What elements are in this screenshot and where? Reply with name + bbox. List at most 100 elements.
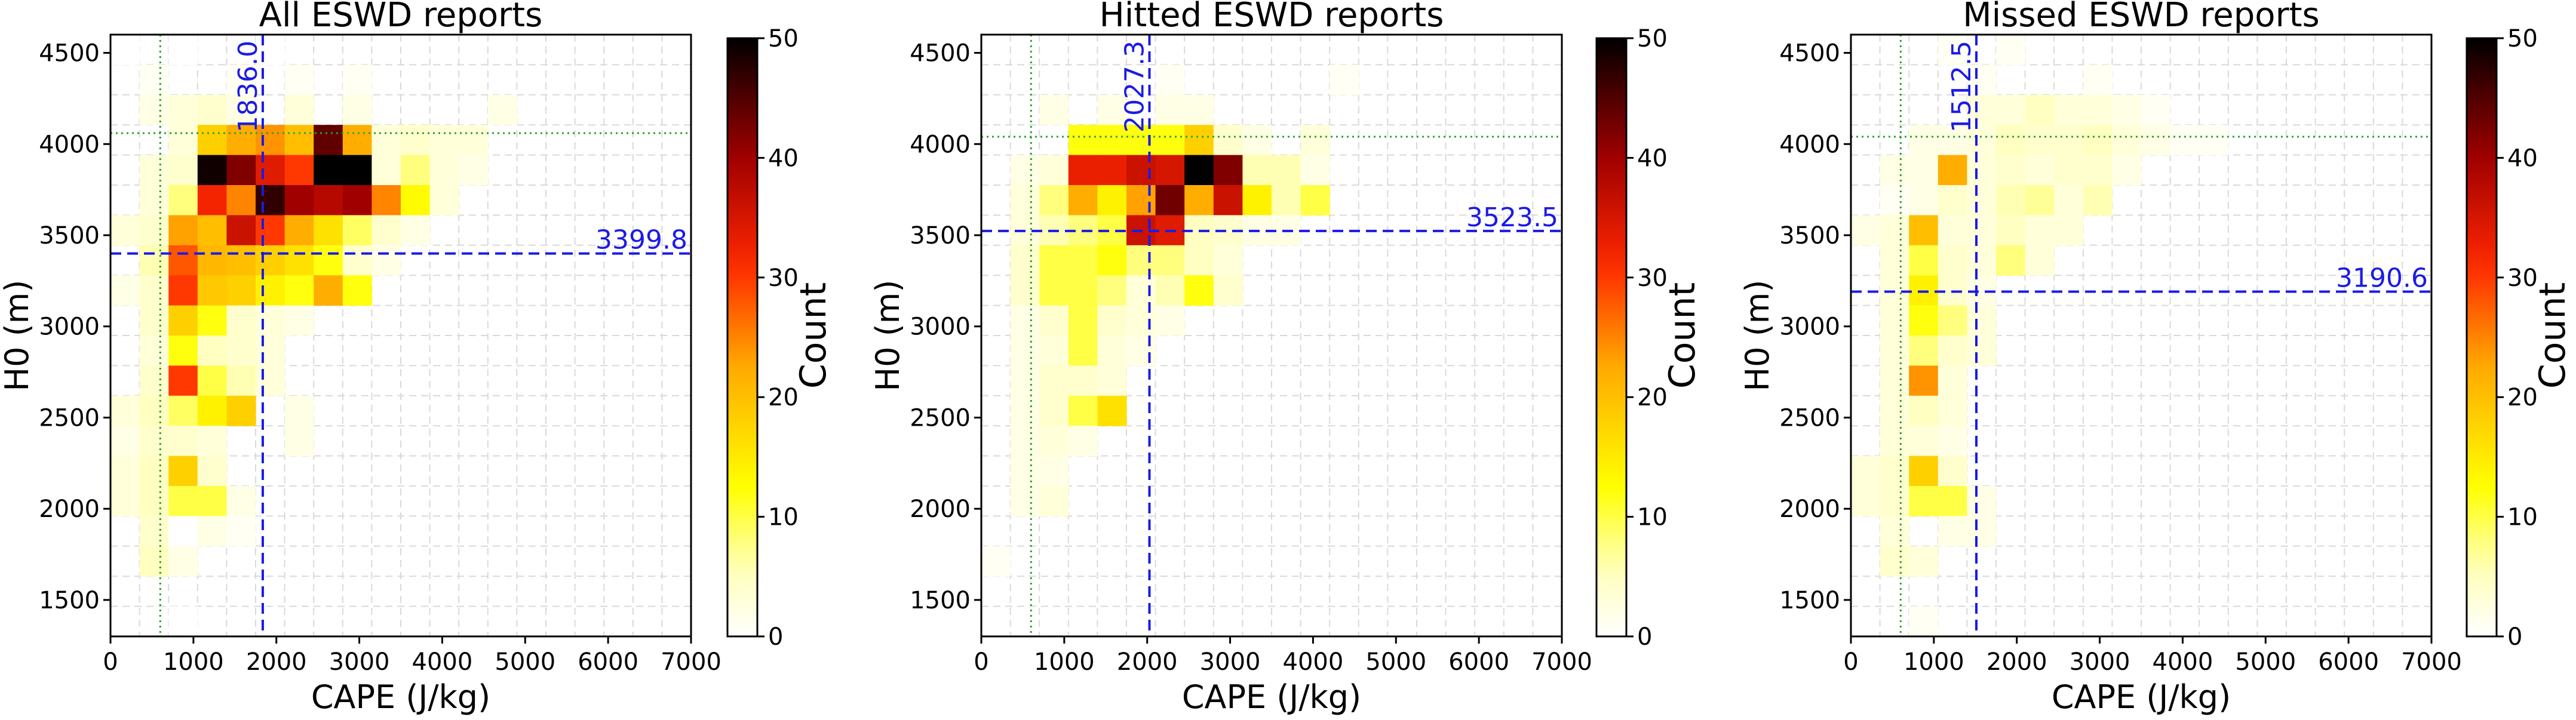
heatmap-cell xyxy=(1909,365,1939,396)
heatmap-cell xyxy=(1097,336,1127,366)
heatmap-cell xyxy=(1097,305,1127,336)
heatmap-cell xyxy=(1039,395,1069,426)
heatmap-cell xyxy=(197,426,227,457)
colorbar: 0 10 20 30 40 50 Count xyxy=(726,25,834,651)
heatmap-cell xyxy=(1909,336,1939,366)
heatmap-cell xyxy=(1938,516,1967,547)
heatmap-cell xyxy=(110,215,140,246)
heatmap-cell xyxy=(139,546,169,577)
heatmap-cell xyxy=(1010,365,1040,396)
heatmap-cell xyxy=(256,35,285,65)
heatmap-cell xyxy=(256,245,285,276)
colorbar-tick-label: 20 xyxy=(1637,384,1668,411)
colorbar-label: Count xyxy=(2532,282,2574,389)
heatmap-cell xyxy=(168,245,198,276)
heatmap-cell xyxy=(1213,275,1243,306)
heatmap-cell xyxy=(1155,245,1185,276)
heatmap-cell xyxy=(168,456,198,487)
heatmap-cell xyxy=(226,516,256,547)
heatmap-cell xyxy=(1880,395,1909,426)
heatmap-cell xyxy=(139,275,169,306)
median-y-label: 3399.8 xyxy=(595,225,687,256)
heatmap-cell xyxy=(110,456,140,487)
heatmap-cell xyxy=(1097,94,1127,125)
x-tick-label: 5000 xyxy=(1365,648,1426,676)
heatmap-cell xyxy=(1068,395,1098,426)
x-tick-label: 3000 xyxy=(329,648,390,676)
heatmap-cell xyxy=(1938,336,1967,366)
heatmap-cell xyxy=(1010,155,1040,186)
heatmap-cell xyxy=(168,395,198,426)
heatmap-cell xyxy=(168,486,198,516)
heatmap-cell xyxy=(1938,456,1967,487)
heatmap-cell xyxy=(197,395,227,426)
heatmap-cell xyxy=(1938,426,1967,457)
y-tick-label: 2500 xyxy=(910,404,971,432)
heatmap-cell xyxy=(2112,155,2142,186)
x-tick-label: 3000 xyxy=(1200,648,1261,676)
heatmap-cell xyxy=(2054,94,2084,125)
heatmap-cell xyxy=(1909,486,1939,516)
heatmap-cell xyxy=(401,215,431,246)
heatmap-cell xyxy=(1880,336,1909,366)
heatmap-cell xyxy=(371,215,401,246)
heatmap-cell xyxy=(1880,245,1909,276)
heatmap-cell xyxy=(197,245,227,276)
heatmap-cell xyxy=(226,245,256,276)
y-tick-label: 4000 xyxy=(1779,131,1840,158)
x-axis-ticks: 0 1000 2000 3000 4000 5000 6000 7000 xyxy=(103,636,721,676)
heatmap-cell xyxy=(1126,275,1156,306)
y-tick-label: 4500 xyxy=(1779,40,1840,67)
heatmap-cell xyxy=(371,155,401,186)
heatmap-cell xyxy=(226,365,256,396)
heatmap-cell xyxy=(284,275,314,306)
x-tick-label: 0 xyxy=(1843,648,1858,676)
heatmap-cell xyxy=(197,185,227,216)
colorbar-tick-label: 50 xyxy=(1637,25,1668,53)
heatmap-cell xyxy=(1155,155,1185,186)
heatmap-cell xyxy=(1909,395,1939,426)
heatmap-cell xyxy=(1039,365,1069,396)
heatmap-cell xyxy=(226,185,256,216)
heatmap-cell xyxy=(1039,245,1069,276)
heatmap-cell xyxy=(139,336,169,366)
heatmap-cell xyxy=(1967,155,1997,186)
y-axis-label: H0 (m) xyxy=(1739,280,1776,392)
heatmap-cell xyxy=(1010,336,1040,366)
x-tick-label: 4000 xyxy=(1283,648,1344,676)
heatmap-cell xyxy=(1909,426,1939,457)
heatmap-cell xyxy=(1184,155,1214,186)
heatmap-cell xyxy=(284,395,314,426)
colorbar-tick-label: 30 xyxy=(768,264,799,292)
heatmap-cell xyxy=(1184,125,1214,156)
median-y-label: 3523.5 xyxy=(1466,202,1558,233)
heatmap-cell xyxy=(1010,185,1040,216)
heatmap-cell xyxy=(2054,185,2084,216)
heatmap-cell xyxy=(197,365,227,396)
heatmap-cell xyxy=(256,215,285,246)
x-tick-label: 2000 xyxy=(1987,648,2047,676)
heatmap-cells xyxy=(110,35,517,637)
median-x-label: 2027.3 xyxy=(1120,41,1150,133)
median-x-label: 1836.0 xyxy=(233,41,263,133)
colorbar-tick-label: 50 xyxy=(768,25,799,53)
heatmap-cell xyxy=(1068,365,1098,396)
heatmap-cell xyxy=(139,215,169,246)
heatmap-cell xyxy=(1967,245,1997,276)
heatmap-cell xyxy=(110,275,140,306)
heatmap-cell xyxy=(2199,125,2229,156)
heatmap-cell xyxy=(1880,516,1909,547)
heatmap-cell xyxy=(371,125,401,156)
heatmap-cell xyxy=(226,215,256,246)
heatmap-cell xyxy=(1213,245,1243,276)
heatmap-cell xyxy=(1039,486,1069,516)
heatmap-cell xyxy=(1880,155,1909,186)
heatmap-cell xyxy=(1097,155,1127,186)
heatmap-cell xyxy=(226,275,256,306)
x-tick-label: 2000 xyxy=(1117,648,1178,676)
heatmap-cell xyxy=(139,456,169,487)
heatmap-cell xyxy=(1184,245,1214,276)
heatmap-cell xyxy=(429,125,459,156)
heatmap-cell xyxy=(256,365,285,396)
